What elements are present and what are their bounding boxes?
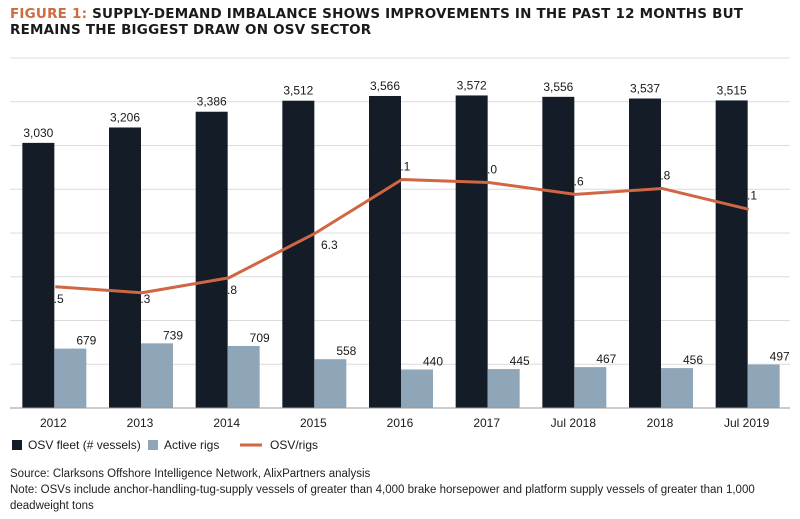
rigs-bar [747, 364, 780, 408]
ratio-data-label: 7.8 [654, 168, 671, 182]
x-tick-label: 2016 [387, 416, 414, 430]
rigs-data-label: 445 [510, 354, 530, 368]
x-tick-label: 2012 [40, 416, 67, 430]
x-tick-label: Jul 2019 [724, 416, 770, 430]
ratio-data-label: 8.0 [480, 163, 497, 177]
legend-label-ratio: OSV/rigs [270, 438, 318, 452]
rigs-bar [401, 369, 433, 408]
fleet-bar [109, 127, 141, 408]
fleet-bar [715, 100, 748, 408]
x-tick-label: Jul 2018 [551, 416, 597, 430]
ratio-data-label: 6.3 [321, 238, 338, 252]
fleet-bar [369, 95, 401, 408]
ratio-data-label: 7.1 [740, 188, 757, 202]
fleet-data-label: 3,537 [630, 82, 660, 96]
fleet-bar [629, 98, 661, 408]
rigs-data-label: 440 [423, 355, 443, 369]
fleet-data-label: 3,566 [370, 79, 400, 93]
fleet-data-label: 3,206 [110, 110, 140, 124]
ratio-data-label: 8.1 [394, 160, 411, 174]
rigs-bar [314, 359, 347, 408]
rigs-data-label: 709 [250, 331, 270, 345]
fleet-bar [282, 100, 315, 408]
legend-label-fleet: OSV fleet (# vessels) [28, 438, 141, 452]
fleet-bar [195, 111, 228, 408]
source-note: Source: Clarksons Offshore Intelligence … [10, 468, 371, 480]
ratio-line [55, 178, 750, 295]
legend-label-rigs: Active rigs [164, 438, 219, 452]
rigs-data-label: 739 [163, 328, 183, 342]
rigs-data-label: 467 [596, 352, 616, 366]
fleet-data-label: 3,515 [717, 83, 747, 97]
x-tick-label: 2017 [473, 416, 500, 430]
chart-title: FIGURE 1: SUPPLY-DEMAND IMBALANCE SHOWS … [10, 6, 790, 38]
figure-label: FIGURE 1: [10, 6, 88, 22]
rigs-data-label: 679 [76, 334, 96, 348]
figure-title-text: SUPPLY-DEMAND IMBALANCE SHOWS IMPROVEMEN… [10, 6, 744, 38]
rigs-data-label: 497 [770, 350, 790, 364]
footer: Source: Clarksons Offshore Intelligence … [10, 466, 790, 514]
rigs-data-label: 558 [336, 344, 356, 358]
legend-swatch-rigs [148, 440, 158, 450]
rigs-bar [141, 343, 173, 408]
rigs-bar [227, 345, 260, 408]
rigs-bar [661, 368, 693, 408]
ratio-data-label: 4.5 [47, 292, 64, 306]
x-tick-label: 2015 [300, 416, 327, 430]
rigs-bar [487, 369, 520, 408]
fleet-data-label: 3,556 [543, 80, 573, 94]
fleet-bar [22, 142, 55, 408]
fleet-bar [542, 96, 575, 408]
ratio-data-label: 7.6 [567, 174, 584, 188]
fleet-data-label: 3,512 [283, 84, 313, 98]
ratio-data-label: 4.3 [134, 292, 151, 306]
fleet-data-label: 3,572 [457, 78, 487, 92]
rigs-bar [574, 367, 607, 408]
fleet-data-label: 3,386 [197, 95, 227, 109]
fleet-data-label: 3,030 [23, 126, 53, 140]
x-tick-label: 2013 [127, 416, 154, 430]
rigs-data-label: 456 [683, 353, 703, 367]
fleet-bar [455, 95, 488, 408]
ratio-data-label: 4.8 [220, 283, 237, 297]
x-tick-label: 2014 [213, 416, 240, 430]
legend-swatch-fleet [12, 440, 22, 450]
x-tick-label: 2018 [647, 416, 674, 430]
definition-note: Note: OSVs include anchor-handling-tug-s… [10, 484, 755, 512]
rigs-bar [54, 348, 87, 408]
